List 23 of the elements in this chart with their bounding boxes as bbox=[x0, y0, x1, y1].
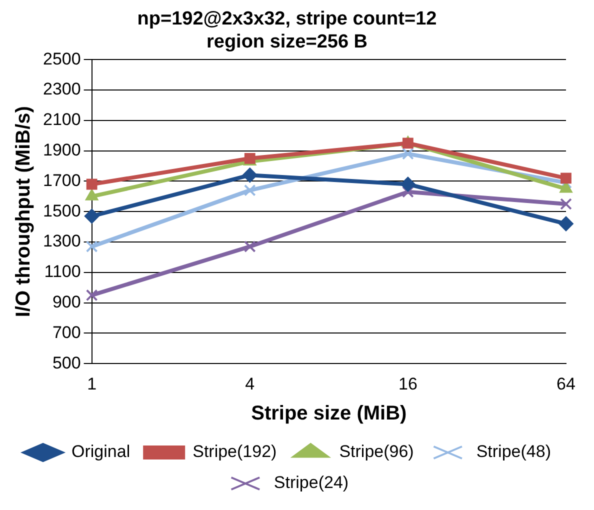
y-tick-label: 500 bbox=[52, 353, 81, 372]
x-tick-label: 64 bbox=[556, 374, 576, 394]
y-tick-label: 1700 bbox=[42, 170, 81, 190]
y-tick-label: 900 bbox=[52, 292, 81, 312]
y-tick-label: 1500 bbox=[42, 201, 81, 220]
y-tick-label: 1900 bbox=[42, 140, 81, 160]
y-tick-label: 1300 bbox=[42, 232, 81, 251]
y-tick-label: 2300 bbox=[42, 80, 81, 99]
chart-title: np=192@2x3x32, stripe count=12 region size=256 B bbox=[137, 8, 437, 52]
x-tick-label: 4 bbox=[245, 374, 255, 394]
y-tick-label: 700 bbox=[52, 322, 81, 342]
x-tick-label: 16 bbox=[398, 374, 418, 394]
y-tick-label: 2500 bbox=[42, 49, 81, 68]
legend-label: Stripe(192) bbox=[192, 442, 277, 462]
x-axis-title: Stripe size (MiB) bbox=[251, 402, 407, 425]
y-tick-label: 2100 bbox=[42, 110, 81, 130]
legend-label: Original bbox=[72, 442, 130, 462]
x-tick-label: 1 bbox=[87, 374, 97, 394]
legend-label: Stripe(96) bbox=[339, 442, 414, 462]
legend-label: Stripe(48) bbox=[476, 442, 551, 462]
y-tick-label: 1100 bbox=[44, 262, 81, 282]
legend-label: Stripe(24) bbox=[274, 473, 349, 492]
y-axis-title: I/O throughput (MiB/s) bbox=[12, 106, 35, 318]
